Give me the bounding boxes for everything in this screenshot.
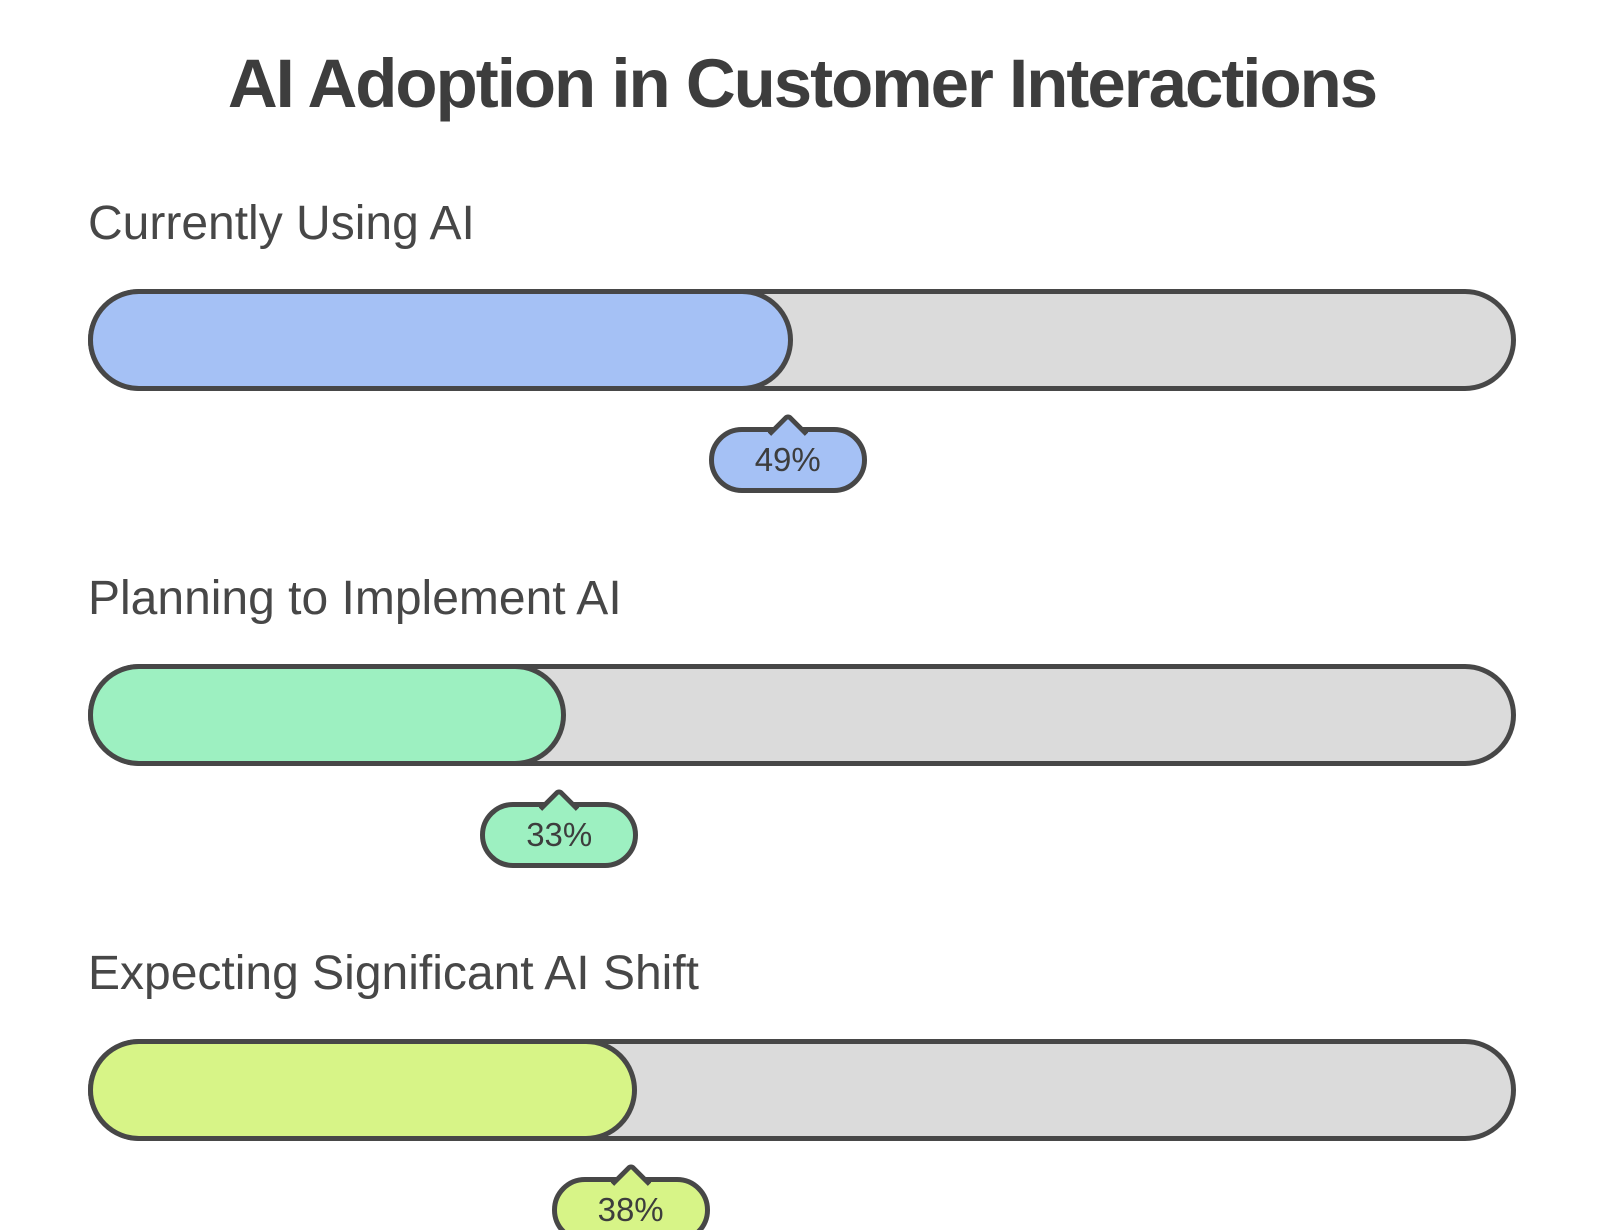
value-badge-text: 49% bbox=[754, 441, 821, 479]
chart-body: Currently Using AI 49% Planning to Imple… bbox=[88, 196, 1516, 1230]
bar-track bbox=[88, 664, 1516, 767]
badge-lane: 49% bbox=[88, 405, 1516, 515]
bar-group-planning-to-implement-ai: Planning to Implement AI 33% bbox=[88, 571, 1516, 890]
value-badge-text: 33% bbox=[526, 816, 593, 854]
bar-group-currently-using-ai: Currently Using AI 49% bbox=[88, 196, 1516, 515]
value-badge: 49% bbox=[708, 427, 867, 494]
bar-label: Expecting Significant AI Shift bbox=[88, 947, 700, 1001]
chart-title: AI Adoption in Customer Interactions bbox=[227, 45, 1378, 122]
badge-lane: 38% bbox=[88, 1155, 1516, 1230]
bar-label: Planning to Implement AI bbox=[88, 572, 622, 626]
bar-track bbox=[88, 1039, 1516, 1142]
bar-fill bbox=[88, 664, 566, 767]
bar-group-expecting-significant-ai-shift: Expecting Significant AI Shift 38% bbox=[88, 946, 1516, 1230]
bar-fill bbox=[88, 289, 793, 392]
value-badge: 33% bbox=[480, 802, 639, 869]
value-badge: 38% bbox=[551, 1177, 710, 1230]
badge-lane: 33% bbox=[88, 780, 1516, 890]
bar-track bbox=[88, 289, 1516, 392]
value-badge-text: 38% bbox=[597, 1191, 664, 1229]
bar-fill bbox=[88, 1039, 637, 1142]
bar-label: Currently Using AI bbox=[88, 196, 475, 250]
